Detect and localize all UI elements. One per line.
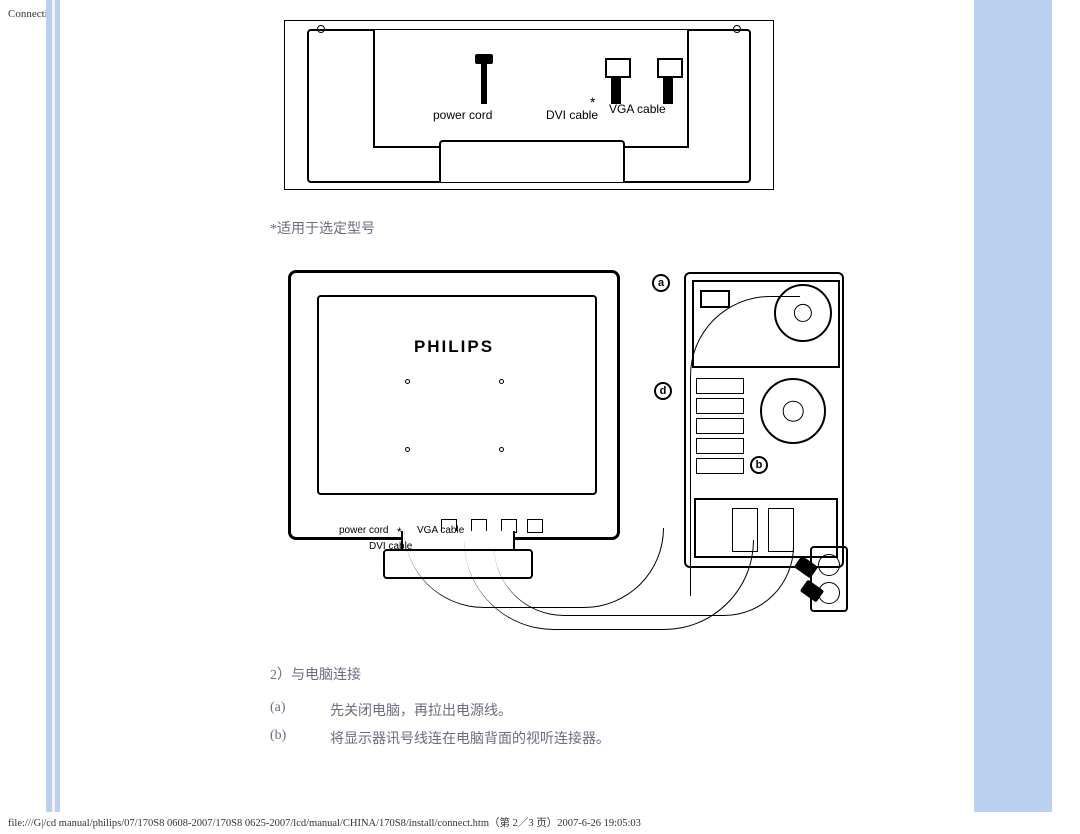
left-accent-band-inner [52,0,55,812]
label-power-cord: power cord [433,108,492,122]
caption-model-note: *适用于选定型号 [270,218,910,238]
screw-icon [317,25,325,33]
label-power-cord: power cord [339,525,388,536]
step-row: (b) 将显示器讯号线连在电脑背面的视听连接器。 [270,728,910,748]
dvi-connector-icon [601,58,631,104]
marker-a: a [652,274,670,292]
vga-connector-icon [653,58,683,104]
step-text: 先关闭电脑，再拉出电源线。 [330,700,512,720]
cable-icon [690,296,800,596]
marker-d: d [654,382,672,400]
page-footer-path: file:///G|/cd manual/philips/07/170S8 06… [8,815,641,830]
monitor-brand-label: PHILIPS [291,337,617,357]
monitor-stand-outline [439,140,625,182]
monitor-port-panel: power cord * DVI cable VGA cable [373,30,689,148]
step-text: 将显示器讯号线连在电脑背面的视听连接器。 [330,728,610,748]
right-accent-band [974,0,1052,812]
vesa-hole-icon [499,379,504,384]
label-dvi-cable: DVI cable [546,108,598,122]
screw-icon [733,25,741,33]
socket-icon [818,554,840,576]
main-content: power cord * DVI cable VGA cable *适用于选定型… [270,0,910,756]
vesa-hole-icon [405,447,410,452]
steps-list: (a) 先关闭电脑，再拉出电源线。 (b) 将显示器讯号线连在电脑背面的视听连接… [270,700,910,748]
monitor-screen-outline [317,295,597,495]
vesa-hole-icon [405,379,410,384]
label-vga-cable: VGA cable [609,102,666,116]
psu-inlet-icon [700,290,730,308]
step-index: (a) [270,700,306,720]
vesa-hole-icon [499,447,504,452]
section-heading-connect: 2）与电脑连接 [270,664,910,684]
monitor-outline: PHILIPS power cord * VGA cable DVI cable [288,270,620,540]
figure-connect-to-pc: PHILIPS power cord * VGA cable DVI cable [284,260,844,640]
step-row: (a) 先关闭电脑，再拉出电源线。 [270,700,910,720]
power-cord-icon [475,60,493,104]
step-index: (b) [270,728,306,748]
figure-monitor-ports: power cord * DVI cable VGA cable [284,20,774,190]
monitor-back-outline: power cord * DVI cable VGA cable [307,29,751,183]
label-star: * [397,525,402,539]
